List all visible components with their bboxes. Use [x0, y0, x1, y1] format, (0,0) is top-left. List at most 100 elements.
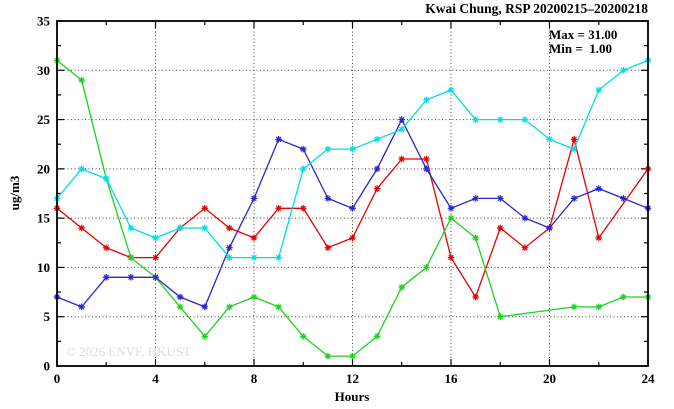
series-blue-marker	[595, 185, 603, 192]
series-cyan-marker	[570, 145, 578, 153]
star-point-icon	[275, 254, 282, 261]
series-green-marker	[78, 76, 85, 84]
y-tick-label: 25	[37, 112, 51, 127]
star-point-icon	[177, 294, 183, 300]
tick-labels: 0 4 8 12 16 20 24 0 5 10 15 20 25 30 35	[37, 14, 655, 387]
series-cyan-marker	[250, 254, 258, 261]
series-green-marker	[324, 352, 332, 360]
series-green-marker	[349, 352, 356, 360]
star-point-icon	[325, 195, 331, 202]
star-point-icon	[128, 274, 134, 281]
star-point-icon	[595, 87, 602, 93]
series-red-line	[56, 136, 649, 299]
star-point-icon	[398, 116, 405, 123]
series-green-marker	[226, 303, 233, 311]
series-blue-marker	[423, 165, 430, 173]
series-cyan-marker	[521, 116, 529, 123]
star-point-icon	[472, 294, 479, 300]
star-point-icon	[300, 205, 307, 212]
series-green-marker	[423, 264, 430, 271]
star-point-icon	[349, 353, 356, 359]
plot-border	[56, 20, 649, 367]
star-point-icon	[275, 205, 282, 212]
x-tick-label: 20	[543, 371, 556, 386]
star-point-icon	[275, 304, 282, 310]
series-green-marker	[250, 293, 258, 301]
series-cyan-marker	[176, 224, 184, 232]
series-blue-marker	[127, 273, 135, 281]
series-cyan-marker	[472, 116, 479, 123]
star-point-icon	[472, 235, 479, 241]
y-tick-label: 30	[37, 63, 50, 78]
star-point-icon	[398, 126, 405, 133]
series-cyan-marker	[620, 66, 627, 74]
series-green-marker	[447, 214, 455, 222]
series-blue	[53, 116, 652, 311]
star-point-icon	[398, 284, 405, 290]
watermark: © 2026 ENVF, HKUST	[66, 344, 191, 359]
star-point-icon	[448, 215, 454, 221]
x-axis-label: Hours	[335, 389, 370, 404]
star-point-icon	[546, 225, 553, 231]
star-point-icon	[177, 225, 183, 231]
series-blue-marker	[447, 204, 455, 212]
star-point-icon	[152, 235, 159, 241]
star-point-icon	[325, 353, 331, 359]
series-blue-marker	[102, 273, 110, 281]
star-point-icon	[226, 304, 233, 310]
series-red-marker	[78, 224, 85, 232]
star-point-icon	[448, 254, 454, 261]
star-point-icon	[78, 77, 85, 83]
star-point-icon	[103, 244, 110, 251]
series-cyan	[53, 57, 652, 261]
series-cyan-marker	[423, 96, 430, 104]
series-cyan-marker	[398, 126, 406, 133]
series-blue-marker	[472, 195, 479, 202]
y-axis-label: ug/m3	[7, 175, 22, 210]
series-cyan-marker	[152, 234, 159, 242]
series-cyan-marker	[324, 145, 332, 153]
star-point-icon	[201, 205, 208, 212]
series-blue-marker	[250, 195, 258, 202]
y-tick-label: 5	[44, 309, 51, 324]
star-point-icon	[571, 195, 577, 202]
series-blue-marker	[620, 195, 627, 202]
series-red-marker	[398, 155, 406, 163]
star-point-icon	[497, 116, 504, 123]
series-blue-marker	[152, 273, 159, 281]
star-point-icon	[620, 195, 627, 202]
series-red-marker	[423, 155, 430, 163]
y-tick-label: 35	[37, 14, 51, 29]
data-series	[53, 57, 652, 360]
star-point-icon	[472, 116, 479, 123]
star-point-icon	[374, 185, 380, 192]
star-point-icon	[251, 235, 257, 241]
star-point-icon	[251, 294, 257, 300]
star-point-icon	[325, 146, 331, 152]
series-blue-marker	[496, 195, 504, 202]
series-green-marker	[127, 254, 135, 261]
series-green-marker	[595, 303, 603, 311]
series-green-marker	[176, 303, 184, 311]
star-point-icon	[448, 205, 454, 212]
series-green-marker	[620, 293, 627, 301]
series-blue-marker	[521, 214, 529, 222]
series-red-marker	[275, 204, 282, 212]
star-point-icon	[201, 225, 208, 231]
series-cyan-marker	[201, 224, 209, 232]
star-point-icon	[177, 304, 183, 310]
star-point-icon	[497, 195, 504, 202]
series-red-marker	[324, 244, 332, 252]
star-point-icon	[300, 333, 307, 340]
series-red-marker	[201, 204, 209, 212]
series-green-marker	[398, 283, 406, 291]
series-red-marker	[373, 185, 381, 192]
series-blue-marker	[299, 145, 307, 153]
series-blue-marker	[546, 224, 553, 232]
x-tick-label: 16	[445, 371, 459, 386]
star-point-icon	[423, 264, 430, 271]
series-cyan-marker	[226, 254, 233, 261]
series-green-marker	[299, 333, 307, 340]
series-blue-marker	[176, 293, 184, 301]
